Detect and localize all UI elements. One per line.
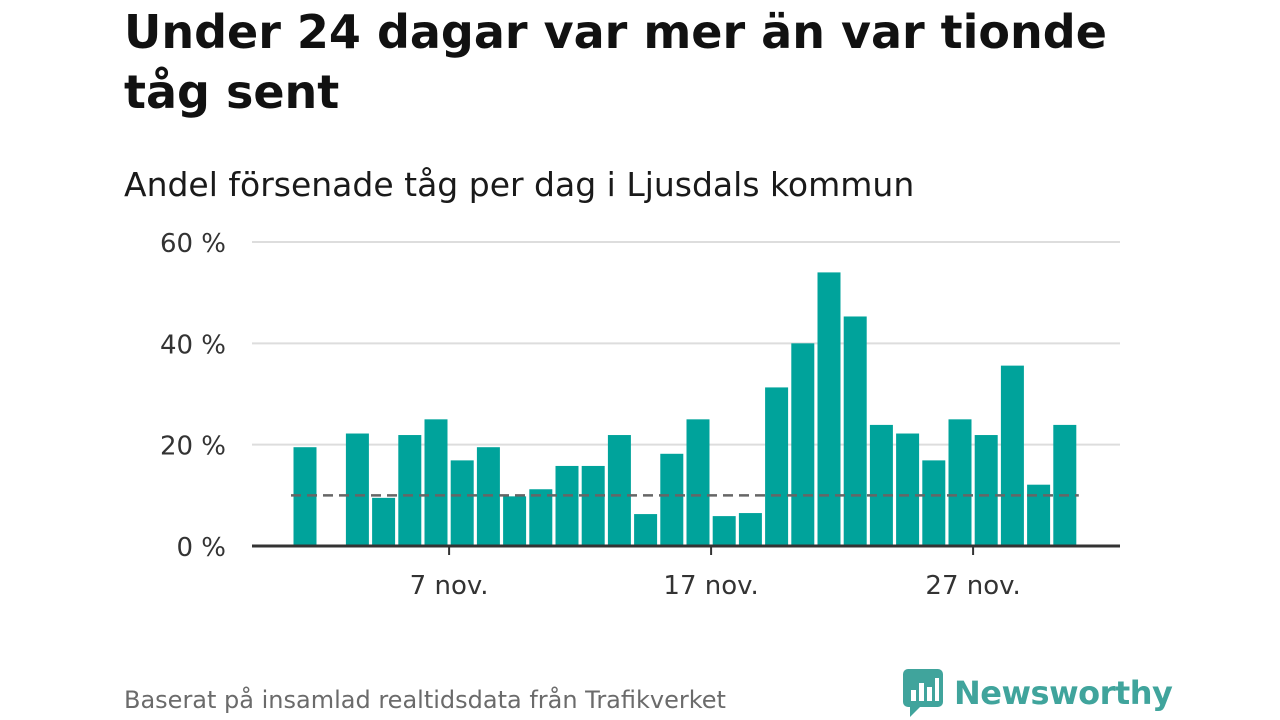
x-tick-label: 17 nov. [663, 571, 758, 601]
source-note: Baserat på insamlad realtidsdata från Tr… [124, 686, 726, 714]
newsworthy-logo[interactable]: Newsworthy [902, 668, 1173, 718]
bar [345, 433, 369, 546]
bar [581, 465, 605, 546]
bar [476, 447, 500, 546]
x-tick-label: 7 nov. [410, 571, 489, 601]
y-tick-label: 20 % [160, 432, 226, 462]
bar-chart: 0 % 20 % 40 % 60 % 7 nov. 17 nov. 27 nov. [160, 229, 1120, 601]
gridlines [252, 241, 1120, 446]
bar [896, 433, 920, 546]
y-tick-label: 40 % [160, 330, 226, 360]
bar [817, 272, 841, 546]
chat-bubble-bar-chart-icon [903, 669, 943, 717]
bar [738, 513, 762, 546]
bar [503, 496, 527, 546]
bar [843, 316, 867, 546]
bar [948, 419, 972, 546]
x-axis [252, 544, 1120, 555]
bar [424, 419, 448, 546]
x-tick-label: 27 nov. [925, 571, 1020, 601]
bar [634, 514, 658, 546]
bar [372, 497, 396, 546]
bar [529, 489, 553, 546]
bar [555, 465, 579, 546]
bar [922, 460, 946, 546]
bar [450, 460, 474, 546]
y-tick-label: 0 % [176, 533, 226, 563]
bar [293, 447, 317, 546]
bar [398, 435, 422, 546]
bar [869, 424, 893, 546]
chart-title: Under 24 dagar var mer än var tionde tåg… [124, 5, 1107, 119]
y-axis-tick-labels: 0 % 20 % 40 % 60 % [160, 229, 226, 563]
chart-subtitle: Andel försenade tåg per dag i Ljusdals k… [124, 165, 915, 204]
bar [607, 435, 631, 546]
bar [765, 387, 789, 546]
bar [791, 343, 815, 546]
bar [712, 516, 736, 546]
x-axis-tick-labels: 7 nov. 17 nov. 27 nov. [410, 571, 1021, 601]
bar [686, 419, 710, 546]
bar [1053, 424, 1077, 546]
bars [293, 272, 1077, 546]
bar [660, 453, 684, 546]
bar [1000, 365, 1024, 546]
bar [974, 435, 998, 546]
y-tick-label: 60 % [160, 229, 226, 259]
bar [1027, 484, 1051, 546]
brand-name: Newsworthy [954, 674, 1173, 712]
